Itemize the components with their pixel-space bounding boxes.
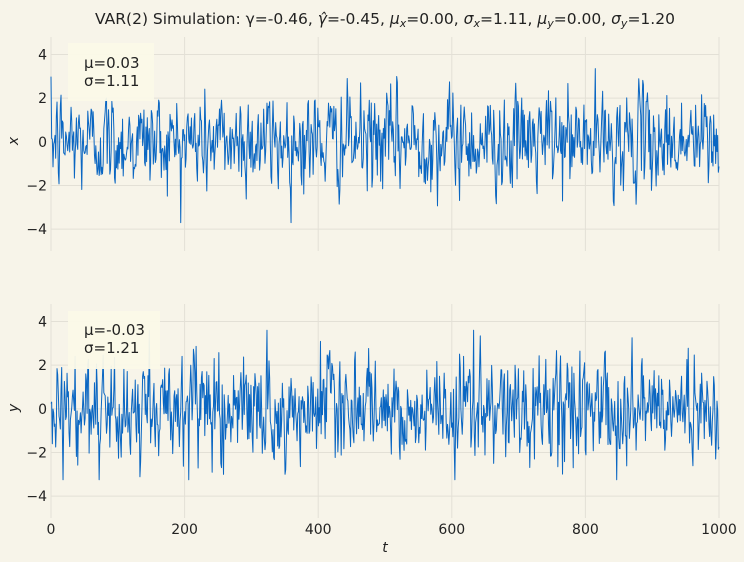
panel-y-stat-mean: μ=-0.03 (84, 321, 145, 339)
x-tick-label: 200 (171, 522, 198, 538)
y-tick-label: 0 (38, 402, 47, 418)
panel-y-yticks: 4 2 0 −2 −4 (26, 314, 47, 505)
x-tick-label: 600 (438, 522, 465, 538)
x-tick-label: 800 (572, 522, 599, 538)
x-tick-label: 0 (47, 522, 56, 538)
x-tick-label: 1000 (701, 522, 737, 538)
x-tick-labels: 0 200 400 600 800 1000 (47, 522, 737, 538)
panel-x-yticks: 4 2 0 −2 −4 (26, 47, 47, 238)
panel-y-stats-box (68, 311, 160, 369)
y-tick-label: 4 (38, 314, 47, 330)
y-tick-label: 2 (38, 91, 47, 107)
y-tick-label: −2 (26, 445, 47, 461)
panel-x-stats-box (68, 43, 154, 101)
x-axis-label: t (382, 540, 388, 556)
panel-x-ylabel: x (6, 136, 22, 146)
y-tick-label: −2 (26, 178, 47, 194)
panel-y-ylabel: y (6, 403, 22, 413)
panel-y-series-line (50, 329, 720, 481)
x-tick-label: 400 (305, 522, 332, 538)
panel-x-stat-mean: μ=0.03 (84, 54, 140, 72)
panel-x: 4 2 0 −2 −4 x μ=0.03 σ=1.11 (6, 37, 720, 251)
chart-title: VAR(2) Simulation: γ=-0.46, γ̂=-0.45, μx… (95, 10, 675, 30)
y-tick-label: −4 (26, 222, 47, 238)
panel-x-series-line (50, 68, 720, 224)
y-tick-label: −4 (26, 489, 47, 505)
panel-y-stat-std: σ=1.21 (84, 339, 139, 357)
y-tick-label: 4 (38, 47, 47, 63)
panel-y: 4 2 0 −2 −4 y μ=-0.03 σ=1.21 (6, 304, 720, 518)
y-tick-label: 0 (38, 135, 47, 151)
panel-x-stat-std: σ=1.11 (84, 72, 139, 90)
y-tick-label: 2 (38, 358, 47, 374)
